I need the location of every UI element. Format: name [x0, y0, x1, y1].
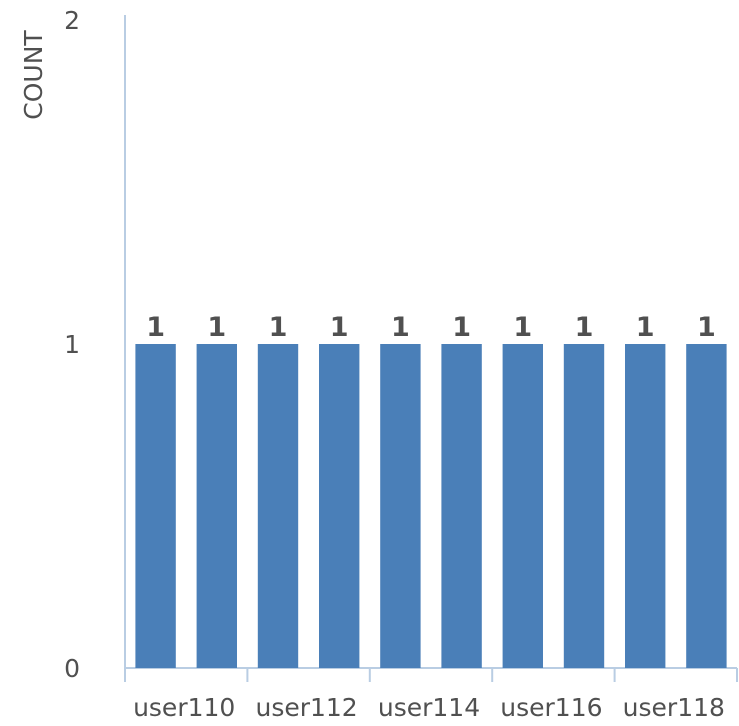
y-tick-label: 1 — [64, 330, 80, 359]
data-label-user117: 1 — [575, 312, 594, 343]
bar-user114 — [380, 344, 421, 668]
bar-user110 — [135, 344, 176, 668]
data-label-user111: 1 — [207, 312, 226, 343]
y-tick-label: 2 — [64, 6, 80, 35]
bar-user113 — [319, 344, 360, 668]
bar-user116 — [502, 344, 543, 668]
data-label-user116: 1 — [513, 312, 532, 343]
x-tick-label: user118 — [623, 693, 725, 722]
x-tick-label: user114 — [378, 693, 480, 722]
bars — [135, 344, 727, 668]
bar-user112 — [257, 344, 299, 668]
bar-user118 — [625, 344, 666, 668]
bar-user115 — [441, 344, 482, 668]
data-labels: 1 1 1 1 1 1 1 1 1 1 — [146, 312, 716, 343]
y-tick-label: 0 — [64, 654, 80, 683]
x-axis-ticks: user110 user112 user114 user116 user118 — [124, 668, 738, 722]
data-label-user113: 1 — [330, 312, 349, 343]
x-tick-label: user110 — [133, 693, 235, 722]
bar-user119 — [686, 344, 727, 668]
data-label-user114: 1 — [391, 312, 410, 343]
y-axis-ticks: 0 1 2 — [64, 6, 80, 683]
x-tick-label: user112 — [255, 693, 357, 722]
data-label-user112: 1 — [269, 312, 288, 343]
data-label-user118: 1 — [636, 312, 655, 343]
data-label-user110: 1 — [146, 312, 165, 343]
bar-user111 — [196, 344, 237, 668]
data-label-user119: 1 — [697, 312, 716, 343]
bar-user117 — [563, 344, 605, 668]
y-axis-title: COUNT — [19, 30, 48, 120]
data-label-user115: 1 — [452, 312, 471, 343]
x-tick-label: user116 — [500, 693, 602, 722]
